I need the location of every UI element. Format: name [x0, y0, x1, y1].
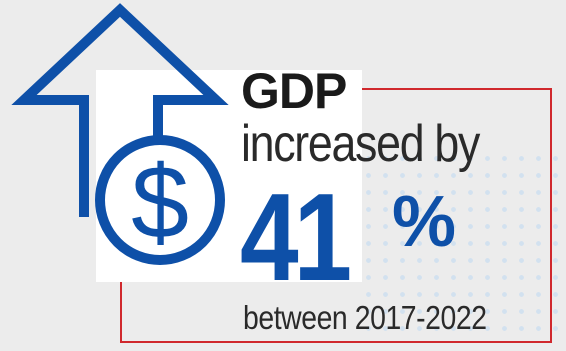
- percent-value: 41: [240, 169, 352, 307]
- up-arrow-outline: [11, 3, 229, 217]
- percent-sign: %: [392, 182, 457, 262]
- period-text: between 2017-2022: [243, 299, 487, 336]
- dot-pattern: [360, 150, 560, 340]
- headline: GDP: [241, 63, 347, 119]
- subline: increased by: [241, 115, 480, 173]
- coin-circle: [95, 135, 225, 265]
- dollar-sign: $: [131, 145, 189, 261]
